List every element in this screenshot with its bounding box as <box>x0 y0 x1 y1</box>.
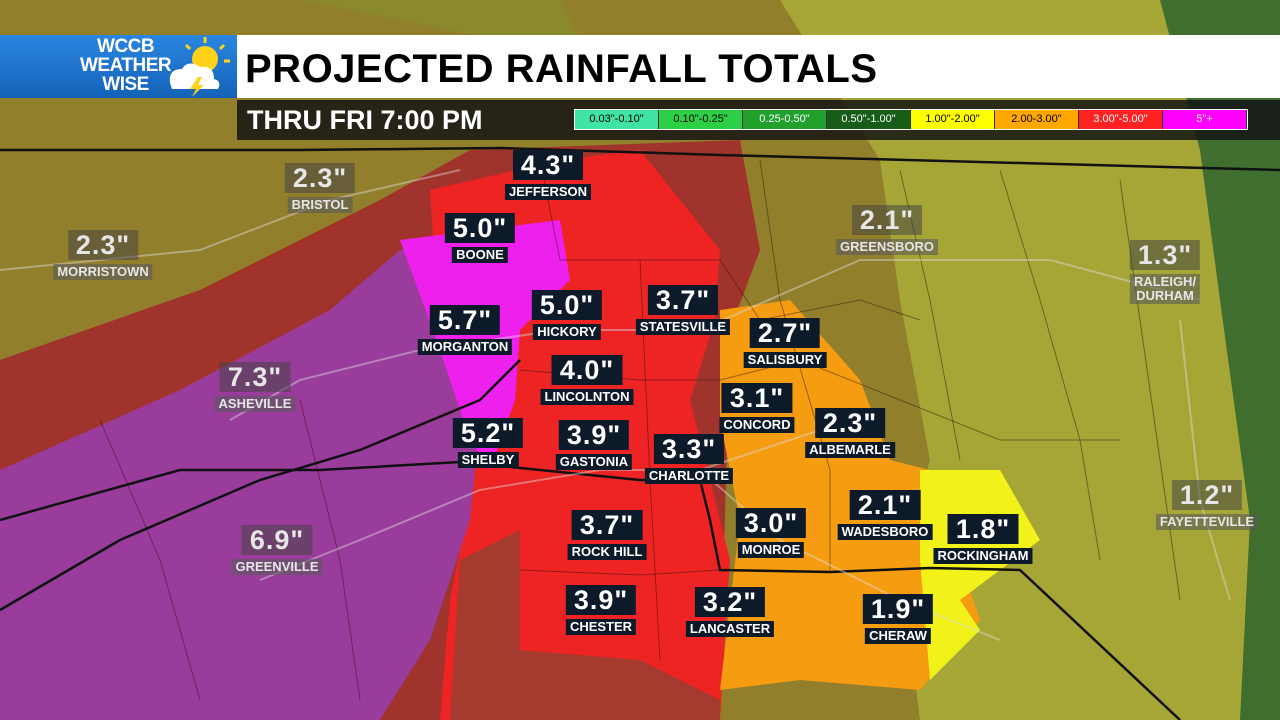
city-label: 3.7" STATESVILLE <box>635 285 731 335</box>
city-name: WADESBORO <box>837 524 933 540</box>
city-name: BRISTOL <box>287 197 353 213</box>
rain-amount: 2.3" <box>67 230 139 260</box>
rain-amount: 2.3" <box>814 408 886 438</box>
city-label: 3.3" CHARLOTTE <box>644 434 734 484</box>
city-name: MORRISTOWN <box>53 264 153 280</box>
city-name: ROCK HILL <box>567 544 647 560</box>
city-name: CHESTER <box>565 619 637 635</box>
city-label: 3.0" MONROE <box>735 508 807 558</box>
legend-item: 0.10"-0.25" <box>659 110 743 129</box>
city-name: SALISBURY <box>743 352 827 368</box>
city-label: 3.7" ROCK HILL <box>567 510 647 560</box>
city-name: MORGANTON <box>417 339 513 355</box>
rain-amount: 4.0" <box>551 355 623 385</box>
logo: WCCB WEATHER WISE <box>0 35 237 98</box>
logo-text: WCCB WEATHER WISE <box>80 36 172 95</box>
city-name: RALEIGH/ DURHAM <box>1129 274 1201 304</box>
city-label: 2.3" BRISTOL <box>284 163 356 213</box>
rain-amount: 1.9" <box>862 594 934 624</box>
city-name: ALBEMARLE <box>805 442 895 458</box>
city-label: 4.0" LINCOLNTON <box>540 355 634 405</box>
city-name: SHELBY <box>457 452 519 468</box>
rain-amount: 2.1" <box>849 490 921 520</box>
city-label: 1.8" ROCKINGHAM <box>933 514 1033 564</box>
city-label: 2.3" MORRISTOWN <box>53 230 153 280</box>
city-label: 2.3" ALBEMARLE <box>805 408 895 458</box>
rain-amount: 3.3" <box>653 434 725 464</box>
city-name: CHARLOTTE <box>644 468 734 484</box>
city-label: 5.2" SHELBY <box>452 418 524 468</box>
rain-amount: 2.1" <box>851 205 923 235</box>
legend-item: 2.00-3.00" <box>995 110 1079 129</box>
city-name: ROCKINGHAM <box>933 548 1033 564</box>
subtitle: THRU FRI 7:00 PM <box>247 105 483 135</box>
city-label: 3.1" CONCORD <box>719 383 795 433</box>
rain-amount: 3.9" <box>565 585 637 615</box>
rain-amount: 2.7" <box>749 318 821 348</box>
city-name: GREENVILLE <box>231 559 323 575</box>
rain-amount: 3.0" <box>735 508 807 538</box>
logo-line: WISE <box>102 74 149 95</box>
rain-amount: 1.3" <box>1129 240 1201 270</box>
rain-amount: 3.1" <box>721 383 793 413</box>
city-label: 3.2" LANCASTER <box>685 587 775 637</box>
city-label: 6.9" GREENVILLE <box>231 525 323 575</box>
rain-amount: 5.7" <box>429 305 501 335</box>
legend-item: 0.25-0.50" <box>743 110 827 129</box>
city-name: GASTONIA <box>555 454 633 470</box>
city-name: MONROE <box>737 542 805 558</box>
rain-amount: 5.0" <box>531 290 603 320</box>
city-label: 2.7" SALISBURY <box>743 318 827 368</box>
rain-amount: 2.3" <box>284 163 356 193</box>
legend-item: 1.00"-2.00" <box>911 110 995 129</box>
city-label: 2.1" GREENSBORO <box>836 205 938 255</box>
rain-amount: 5.0" <box>444 213 516 243</box>
city-label: 1.9" CHERAW <box>862 594 934 644</box>
city-name: CHERAW <box>865 628 931 644</box>
rain-amount: 3.7" <box>647 285 719 315</box>
city-label: 7.3" ASHEVILLE <box>214 362 296 412</box>
logo-line: WEATHER <box>80 55 172 76</box>
rain-amount: 7.3" <box>219 362 291 392</box>
city-name: JEFFERSON <box>504 184 592 200</box>
legend-item: 5"+ <box>1163 110 1247 129</box>
city-label: 2.1" WADESBORO <box>837 490 933 540</box>
logo-sun <box>169 37 230 97</box>
city-name: STATESVILLE <box>635 319 731 335</box>
rain-amount: 3.2" <box>694 587 766 617</box>
legend: 0.03"-0.10" 0.10"-0.25" 0.25-0.50" 0.50"-1.… <box>574 109 1248 130</box>
rain-amount: 3.9" <box>558 420 630 450</box>
rain-amount: 5.2" <box>452 418 524 448</box>
city-label: 4.3" JEFFERSON <box>504 150 592 200</box>
subtitle-bar: THRU FRI 7:00 PM <box>237 100 1280 140</box>
rain-amount: 1.2" <box>1171 480 1243 510</box>
city-name: LANCASTER <box>685 621 775 637</box>
city-label: 5.7" MORGANTON <box>417 305 513 355</box>
rain-amount: 6.9" <box>241 525 313 555</box>
city-label: 5.0" HICKORY <box>531 290 603 340</box>
logo-line: WCCB <box>97 36 155 57</box>
city-label: 3.9" CHESTER <box>565 585 637 635</box>
legend-item: 0.50"-1.00" <box>827 110 911 129</box>
city-label: 1.2" FAYETTEVILLE <box>1155 480 1259 530</box>
rain-amount: 4.3" <box>512 150 584 180</box>
city-label: 3.9" GASTONIA <box>555 420 633 470</box>
rain-amount: 1.8" <box>947 514 1019 544</box>
city-name: FAYETTEVILLE <box>1155 514 1259 530</box>
city-name: ASHEVILLE <box>214 396 296 412</box>
title-bar: PROJECTED RAINFALL TOTALS <box>237 35 1280 98</box>
city-name: GREENSBORO <box>836 239 938 255</box>
city-name: BOONE <box>452 247 508 263</box>
legend-item: 0.03"-0.10" <box>575 110 659 129</box>
city-name: CONCORD <box>719 417 795 433</box>
city-label: 1.3" RALEIGH/ DURHAM <box>1129 240 1201 304</box>
rain-amount: 3.7" <box>571 510 643 540</box>
city-name: LINCOLNTON <box>540 389 634 405</box>
city-label: 5.0" BOONE <box>444 213 516 263</box>
city-name: HICKORY <box>533 324 601 340</box>
title: PROJECTED RAINFALL TOTALS <box>245 47 878 91</box>
legend-item: 3.00"-5.00" <box>1079 110 1163 129</box>
